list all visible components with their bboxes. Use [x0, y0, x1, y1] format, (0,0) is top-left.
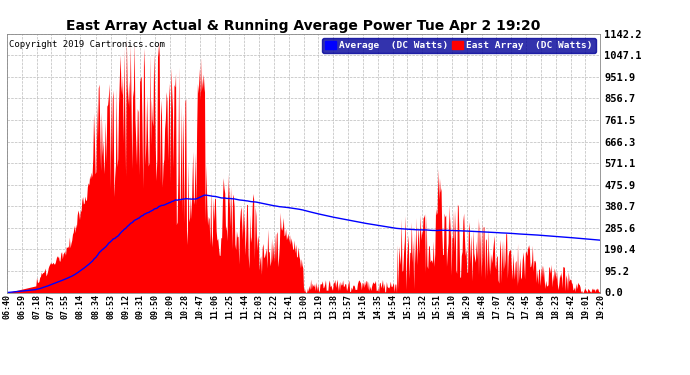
Title: East Array Actual & Running Average Power Tue Apr 2 19:20: East Array Actual & Running Average Powe… [66, 19, 541, 33]
Text: Copyright 2019 Cartronics.com: Copyright 2019 Cartronics.com [9, 40, 164, 49]
Legend: Average  (DC Watts), East Array  (DC Watts): Average (DC Watts), East Array (DC Watts… [322, 39, 595, 53]
